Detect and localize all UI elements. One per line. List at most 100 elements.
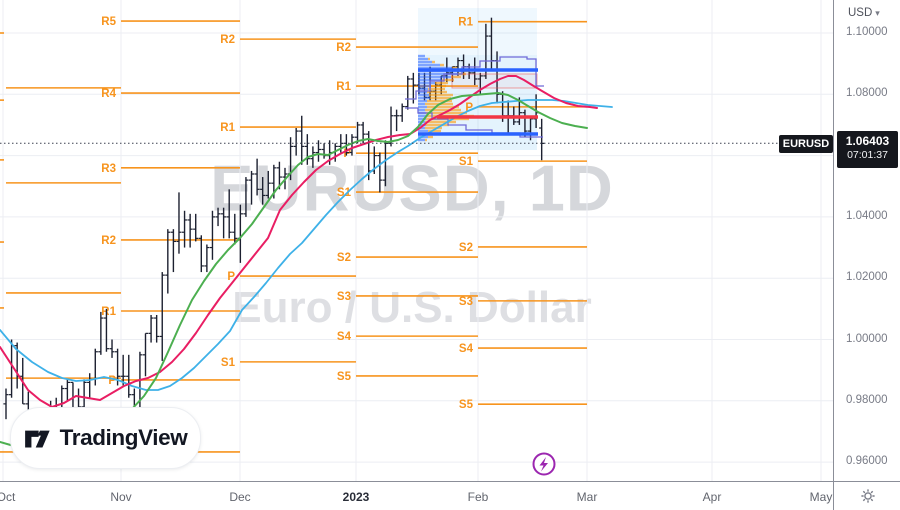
ohlc-bar: [215, 207, 221, 227]
last-price-value: 1.06403: [845, 134, 890, 148]
volume-profile-row-blue: [418, 57, 428, 61]
ohlc-bar: [248, 170, 255, 205]
volume-profile-row-blue: [418, 93, 429, 97]
ohlc-bar: [221, 207, 227, 239]
chart-canvas[interactable]: R5R4R3R2R1PS1R2R1PS1R2R1PS1S2S3S4S5R1PS1…: [0, 0, 833, 481]
time-axis-tick: Dec: [229, 490, 251, 504]
pivot-label-jan-S5: S5: [337, 371, 352, 383]
pivot-label-feb-S1: S1: [459, 156, 474, 168]
ohlc-bar: [159, 272, 165, 361]
volume-profile-row-orange: [428, 87, 445, 91]
ohlc-bar: [539, 118, 545, 161]
ohlc-bar: [3, 388, 9, 420]
ohlc-bar: [237, 204, 243, 263]
ohlc-bar: [405, 75, 411, 110]
ohlc-bar: [310, 146, 316, 168]
bar-countdown: 07:01:37: [847, 149, 888, 161]
pivot-label-nov-R5: R5: [101, 16, 116, 28]
ohlc-bar: [64, 379, 70, 401]
price-axis-tick: 1.10000: [846, 26, 888, 38]
chevron-down-icon: ▾: [875, 8, 880, 18]
volume-profile-row-orange: [428, 57, 430, 61]
volume-profile-row-orange: [428, 135, 433, 139]
ohlc-bar: [293, 128, 299, 156]
pivot-label-feb-R1: R1: [458, 17, 473, 29]
volume-profile-row-orange: [425, 108, 461, 112]
ohlc-bar: [193, 213, 199, 242]
time-axis-tick: Mar: [576, 490, 598, 504]
gear-icon[interactable]: [860, 488, 876, 504]
currency-dropdown[interactable]: USD ▾: [848, 7, 880, 19]
ma-slow-cyan: [0, 99, 613, 391]
ohlc-bar: [103, 308, 110, 352]
pivot-label-jan-S1: S1: [337, 187, 352, 199]
price-axis-tick: 1.04000: [846, 209, 888, 222]
volume-profile-row-orange: [425, 126, 442, 130]
volume-profile-row-orange: [435, 81, 448, 85]
volume-profile-row-orange: [431, 84, 446, 88]
pivot-label-dec-S1: S1: [221, 357, 236, 369]
volume-profile-row-blue: [418, 84, 431, 88]
pivot-label-feb-S5: S5: [459, 399, 474, 411]
pivot-label-jan-P: P: [343, 148, 351, 160]
volume-profile-row-orange: [452, 66, 457, 70]
ohlc-bar: [394, 109, 400, 132]
ohlc-bar: [187, 213, 193, 248]
last-price-axis-label: 1.06403 07:01:37: [837, 131, 898, 168]
pivot-label-feb-S2: S2: [459, 242, 473, 254]
pivot-label-jan-R1: R1: [336, 81, 351, 93]
volume-profile-row-orange: [427, 90, 447, 94]
price-axis[interactable]: USD ▾ 1.10000 1.08000 1.04000 1.02000 1.00000…: [833, 0, 900, 481]
volume-profile-row-blue: [418, 81, 435, 85]
volume-profile-row-blue: [418, 54, 425, 58]
ohlc-bar: [243, 177, 249, 217]
ohlc-bar: [209, 210, 216, 260]
pivot-label-nov-R2: R2: [101, 235, 116, 247]
ohlc-bar: [382, 140, 389, 187]
volume-profile-row-orange: [432, 60, 435, 64]
ohlc-bar: [142, 332, 149, 377]
pivot-label-dec-P: P: [227, 271, 235, 283]
ohlc-bar: [170, 229, 176, 273]
time-axis[interactable]: Oct Nov Dec 2023 Feb Mar Apr May: [0, 481, 900, 510]
time-axis-tick: Apr: [702, 490, 722, 504]
volume-profile-row-orange: [427, 105, 459, 109]
volume-profile-row-orange: [425, 120, 456, 124]
pivot-label-nov-R4: R4: [101, 88, 116, 100]
pivot-label-nov-R3: R3: [101, 163, 116, 175]
volume-profile-row-orange: [430, 96, 451, 100]
ohlc-bar: [260, 177, 266, 205]
volume-profile-row-orange: [428, 129, 441, 133]
volume-profile-row-blue: [418, 108, 425, 112]
pivot-label-dec-R2: R2: [220, 34, 235, 46]
volume-profile-row-blue: [418, 99, 427, 103]
volume-profile-row-blue: [418, 66, 452, 70]
lightning-icon[interactable]: [532, 452, 556, 476]
volume-profile-row-blue: [418, 102, 425, 106]
ohlc-bar: [321, 143, 327, 159]
ohlc-bar: [98, 311, 104, 355]
ohlc-bar: [198, 235, 204, 273]
pivot-label-jan-S3: S3: [337, 291, 351, 303]
price-axis-tick: 1.00000: [846, 332, 888, 345]
ohlc-bar: [354, 121, 361, 144]
volume-profile-row-orange: [442, 78, 454, 82]
pivot-label-nov-P: P: [108, 375, 116, 387]
step-upper: [405, 56, 544, 100]
volume-profile-row-orange: [451, 75, 461, 79]
tradingview-logo[interactable]: TradingView: [10, 407, 201, 469]
ohlc-bar: [254, 158, 260, 196]
axis-settings-corner[interactable]: [833, 481, 900, 510]
price-axis-tick: 0.96000: [846, 455, 888, 468]
pivot-label-jan-R2: R2: [336, 42, 351, 54]
volume-profile-row-blue: [418, 90, 427, 94]
ohlc-bar: [181, 210, 188, 248]
volume-profile-row-blue: [418, 138, 425, 142]
ma-mid-magenta: [0, 75, 598, 408]
ohlc-bar: [148, 314, 154, 343]
time-axis-tick: Oct: [0, 490, 16, 504]
ohlc-bar: [299, 115, 305, 165]
price-axis-tick: 1.08000: [846, 87, 888, 100]
volume-profile-row-blue: [418, 75, 451, 79]
